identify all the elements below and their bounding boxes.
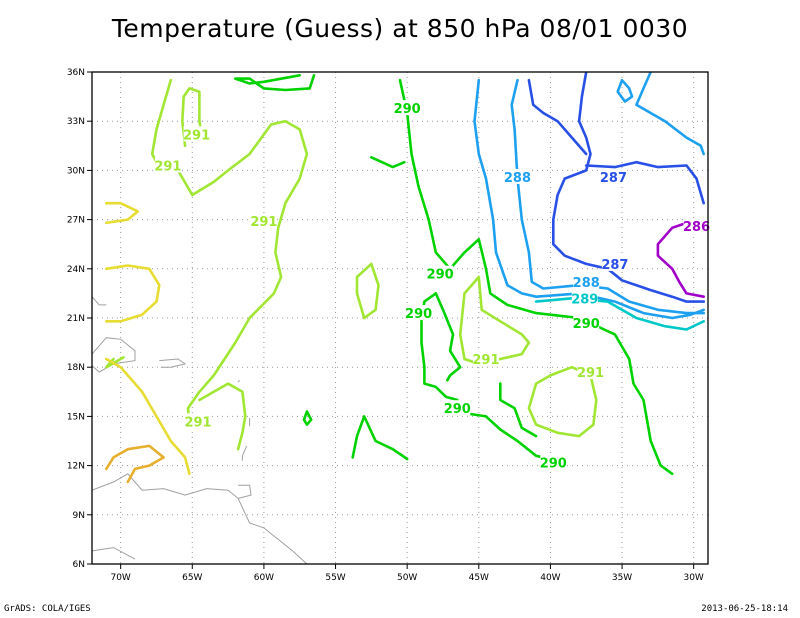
y-tick-label: 27N	[67, 216, 85, 226]
contour-line-288	[510, 78, 519, 131]
contour-line-287	[527, 78, 588, 156]
x-tick-label: 70W	[110, 573, 130, 583]
contour-label-bg	[405, 305, 432, 321]
x-tick-label: 50W	[397, 573, 417, 583]
contour-label: 290	[444, 402, 471, 417]
y-tick-label: 21N	[67, 314, 85, 324]
chart-title: Temperature (Guess) at 850 hPa 08/01 003…	[111, 14, 689, 43]
x-tick-label: 30W	[683, 573, 703, 583]
contour-line-291	[198, 382, 247, 451]
contour-line-290	[351, 415, 409, 461]
contour-label: 290	[405, 307, 432, 322]
contour-label-bg	[472, 351, 499, 366]
x-tick-label: 35W	[612, 573, 632, 583]
contour-label: 288	[573, 276, 600, 291]
y-tick-label: 24N	[67, 265, 85, 275]
contour-label-bg	[577, 364, 604, 380]
contour-label-bg	[154, 157, 181, 173]
contour-label-bg	[444, 400, 471, 416]
y-tick-label: 33N	[67, 117, 85, 127]
coastline	[92, 473, 312, 564]
contour-line-290	[234, 74, 316, 92]
grid-lines	[92, 71, 708, 565]
y-tick-label: 30N	[67, 166, 85, 176]
contour-line-292	[105, 357, 191, 476]
contour-label: 291	[154, 159, 181, 174]
y-tick-label: 12N	[67, 462, 85, 472]
contour-line-293	[105, 444, 165, 484]
coastline	[92, 296, 107, 306]
contour-label-bg	[540, 454, 567, 470]
contour-label-bg	[573, 273, 600, 289]
contour-label: 287	[601, 258, 628, 273]
contour-label-bg	[683, 218, 710, 234]
contour-label-bg	[185, 413, 212, 429]
contour-line-290	[499, 382, 538, 438]
contour-label-bg	[394, 100, 421, 116]
contour-label: 289	[571, 292, 598, 307]
contour-label: 291	[472, 353, 499, 368]
contour-label-bg	[250, 213, 277, 229]
contour-labels: 2902902902902902902912912912912912912882…	[154, 100, 710, 471]
contour-line-288	[513, 128, 705, 315]
x-tick-label: 65W	[182, 573, 202, 583]
coastline	[241, 445, 248, 461]
contour-label: 291	[183, 128, 210, 143]
y-tick-label: 6N	[73, 560, 85, 570]
coastline	[237, 379, 240, 383]
contour-label-bg	[183, 126, 210, 142]
coastline	[92, 547, 136, 560]
contour-line-288	[616, 78, 634, 103]
contour-line-288	[473, 78, 705, 320]
contour-label: 288	[504, 171, 531, 186]
timestamp: 2013-06-25-18:14	[701, 604, 788, 614]
contour-line-290	[398, 78, 674, 476]
grads-credit: GrADS: COLA/IGES	[4, 604, 91, 614]
contour-label: 291	[577, 366, 604, 381]
contour-label-bg	[601, 255, 628, 271]
y-tick-label: 9N	[73, 511, 85, 521]
contour-label: 286	[683, 220, 710, 235]
contour-line-290	[370, 156, 406, 169]
contour-label: 290	[394, 102, 421, 117]
coastline	[159, 358, 187, 368]
coastlines	[92, 296, 312, 564]
coastline	[237, 484, 252, 499]
contour-label: 291	[250, 215, 277, 230]
contour-line-287	[552, 72, 705, 303]
x-tick-label: 40W	[540, 573, 560, 583]
contour-label-bg	[427, 265, 454, 281]
contour-line-290	[302, 410, 313, 426]
x-tick-label: 55W	[325, 573, 345, 583]
contour-line-291	[150, 78, 309, 426]
contour-label-bg	[504, 168, 531, 184]
contour-label-bg	[600, 168, 627, 184]
contour-label: 290	[540, 456, 567, 471]
contour-label: 290	[427, 268, 454, 283]
contour-line-287	[584, 160, 705, 205]
contour-label: 290	[573, 317, 600, 332]
y-tick-label: 18N	[67, 363, 85, 373]
axis-ticks: 70W 65W 60W 55W 50W 45W 40W 35W 30W 6N 9N 12N 15N 18N…	[67, 68, 704, 583]
contour-line-286	[656, 221, 705, 298]
contour-line-291	[181, 87, 204, 148]
contour-line-292	[105, 264, 161, 323]
contour-line-288	[635, 72, 705, 156]
contour-label-bg	[573, 314, 600, 330]
coastline	[92, 337, 136, 373]
x-tick-label: 45W	[469, 573, 489, 583]
contour-label: 291	[184, 415, 211, 430]
contour-line-291	[355, 262, 380, 320]
y-tick-label: 15N	[67, 412, 85, 422]
contour-line-290	[420, 292, 559, 462]
contour-line-290	[434, 292, 462, 382]
contour-label-bg	[571, 290, 598, 306]
contour-line-292	[105, 201, 140, 225]
x-tick-label: 60W	[254, 573, 274, 583]
y-tick-label: 36N	[67, 68, 85, 78]
contour-line-291	[458, 275, 531, 366]
contour-label: 287	[600, 171, 627, 186]
